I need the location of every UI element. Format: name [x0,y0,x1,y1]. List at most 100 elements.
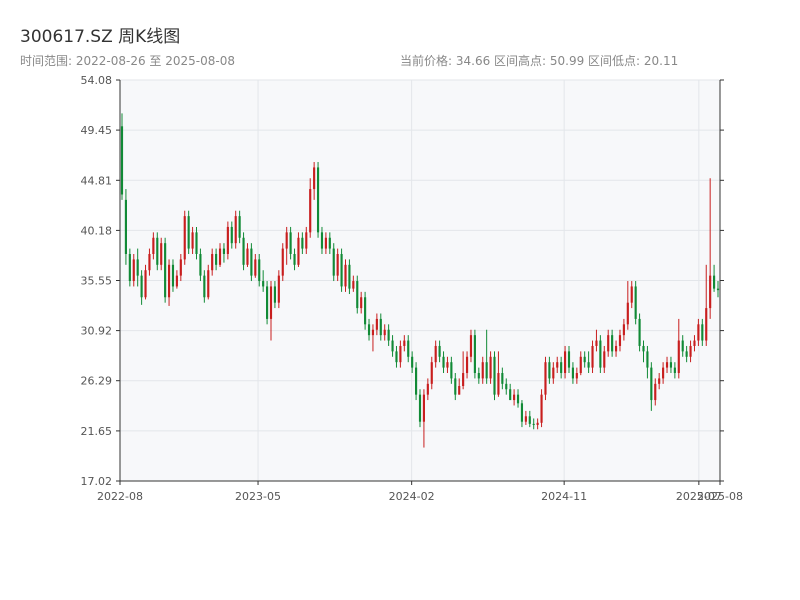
candle [469,329,473,363]
candle-body [697,324,700,341]
candle-body [371,329,375,336]
candle [395,345,398,368]
candle-body [215,253,218,265]
x-tick-label: 2025-08 [697,490,743,503]
candle [630,281,633,309]
candle-body [360,297,363,309]
candle [497,351,500,397]
candle-body [481,362,484,379]
candle [489,351,492,384]
candle-body [226,226,229,254]
candle-body [426,383,429,395]
grid [120,79,720,482]
candle-body [211,253,214,271]
candle-body [560,362,563,374]
candle [293,248,296,271]
y-tick-label: 49.45 [81,124,113,137]
candle-body [152,237,155,254]
candle-body [673,367,676,374]
candle [167,259,171,306]
candle-body [677,340,680,374]
candle [391,335,394,357]
candle-body [289,232,292,254]
candle [199,248,202,282]
candle [364,291,367,330]
candle-body [516,394,520,404]
y-tick-label: 26.29 [81,375,113,388]
candle-body [411,356,414,368]
candle [281,243,284,282]
candle [422,389,425,448]
candle [434,340,437,368]
candle-body [348,264,351,289]
candle [611,329,614,357]
candle [262,270,265,292]
candle-body [626,302,629,325]
candle-body [442,356,445,368]
candle [352,275,355,292]
candle-body [614,345,618,352]
candle [713,264,716,292]
candle-body [301,237,304,249]
candle [313,162,316,200]
candle [575,367,578,384]
candle [442,351,445,374]
candle [316,162,320,238]
candle-body [716,288,720,291]
candle [579,351,582,376]
candle [140,270,143,305]
candle [356,275,359,314]
candle-body [654,383,657,401]
candle-body [454,378,457,395]
candle [211,248,214,276]
candle-body [266,286,269,319]
candle [544,356,547,401]
candle [622,318,625,341]
candle [603,345,606,374]
candle [493,351,496,401]
candle-body [505,383,508,390]
candle [599,335,602,374]
candle [246,243,249,267]
candle-body [391,340,394,352]
candle [136,248,139,287]
candle [328,232,331,254]
candle [685,345,688,363]
candle-body [160,243,163,265]
candle-body [713,275,716,289]
candle [658,373,661,390]
candle [148,248,151,276]
candle-body [132,259,135,282]
candle-body [669,362,673,368]
candle-body [316,167,320,233]
candle [238,210,241,244]
candle [540,389,543,428]
candle [462,351,465,390]
candle [160,237,163,271]
candle-body [642,345,645,352]
candle [548,356,551,384]
candle-body [446,362,449,368]
candle-body [293,253,296,265]
candle [677,318,680,379]
candle-body [422,394,425,422]
candle-body [175,275,178,287]
candle-body [567,351,571,368]
candle-body [187,216,190,249]
candle-body [415,367,418,395]
candle [183,210,186,265]
candle [536,418,539,430]
candle [218,243,222,267]
candle-body [485,362,488,379]
candle-body [465,356,469,374]
candle-body [387,329,390,341]
candle-body [638,318,641,346]
candle-body [144,270,147,298]
candle [324,232,327,254]
candle [552,362,555,384]
candles [120,113,720,448]
candle [266,281,269,325]
candle-body [501,373,504,384]
candle [587,351,590,374]
